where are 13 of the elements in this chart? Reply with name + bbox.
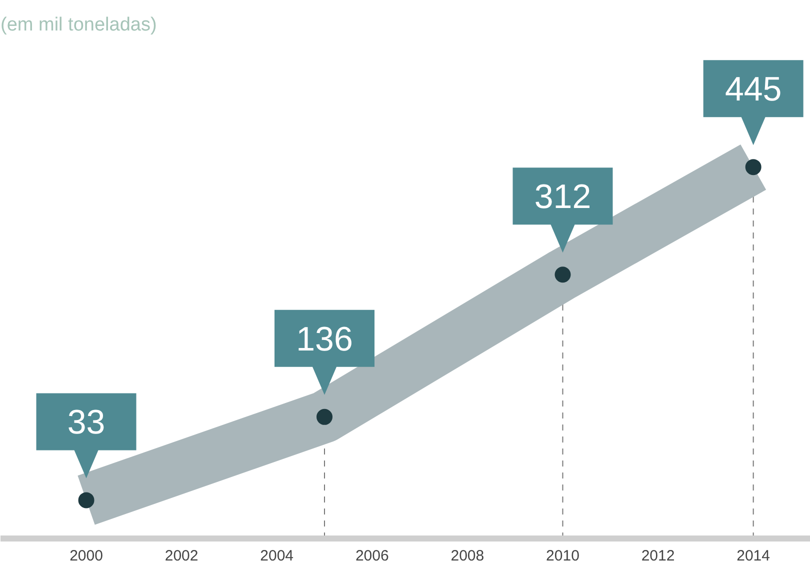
- x-tick-label: 2012: [641, 548, 675, 564]
- data-label: 445: [724, 70, 782, 109]
- x-tick-label: 2000: [70, 548, 103, 564]
- x-tick-label: 2006: [355, 548, 389, 564]
- data-label: 312: [534, 178, 592, 216]
- x-tick-label: 2008: [450, 548, 484, 564]
- data-label: 136: [296, 320, 353, 358]
- x-tick-label: 2010: [546, 548, 580, 564]
- x-tick-label: 2004: [260, 548, 294, 564]
- x-tick-label: 2014: [736, 548, 770, 564]
- x-tick-label: 2002: [164, 548, 198, 564]
- data-label: 33: [67, 404, 106, 442]
- chart-title: (em mil toneladas): [0, 14, 157, 36]
